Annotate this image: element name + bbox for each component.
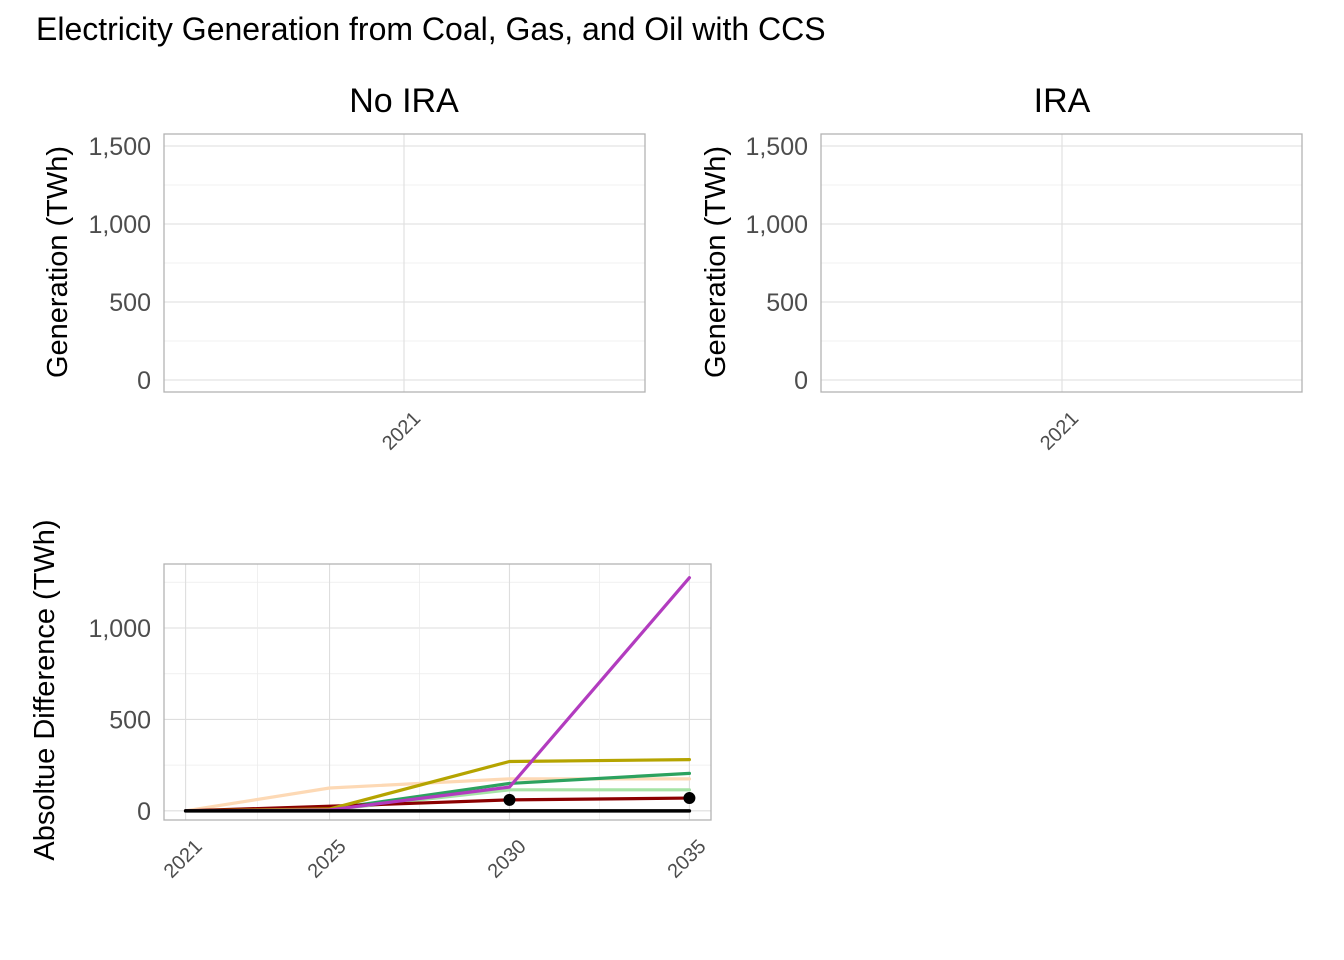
tick-labels-difference: 0 500 1,000 2021 2025 2030 2035: [88, 615, 710, 883]
gridlines-no-ira: [164, 134, 645, 392]
series-point: [503, 793, 516, 806]
series-point: [683, 792, 696, 805]
x-tick-label: 2030: [484, 836, 531, 883]
y-tick-label: 500: [109, 289, 151, 317]
y-tick-label: 1,000: [88, 211, 151, 239]
panel-difference: Absoltue Difference (TWh) 0 500 1,000 2021 2…: [29, 519, 712, 883]
tick-labels-no-ira: 0 500 1,000 1,500 2021: [88, 133, 425, 455]
y-tick-label: 0: [137, 798, 151, 826]
y-tick-label: 1,500: [88, 133, 151, 161]
y-tick-label: 1,500: [745, 133, 808, 161]
y-tick-label: 500: [766, 289, 808, 317]
panel-border-ira: [820, 133, 1303, 393]
figure-title: Electricity Generation from Coal, Gas, a…: [36, 11, 826, 47]
y-tick-label: 1,000: [88, 615, 151, 643]
y-axis-label-ira: Generation (TWh): [700, 146, 732, 378]
y-tick-label: 0: [137, 367, 151, 395]
tick-labels-ira: 0 500 1,000 1,500 2021: [745, 133, 1083, 455]
series-difference: [183, 576, 696, 813]
series-line: [183, 576, 692, 813]
x-tick-label: 2025: [304, 836, 351, 883]
y-axis-label-difference: Absoltue Difference (TWh): [29, 519, 61, 860]
y-tick-label: 500: [109, 706, 151, 734]
panel-ira: IRA Generation (TWh) 0 500 1,000 1,500 2021: [700, 82, 1303, 455]
x-tick-label: 2035: [664, 836, 711, 883]
x-tick-label: 2021: [160, 836, 207, 883]
panel-no-ira: No IRA Generation (TWh) 0 500 1,000 1,500 20…: [42, 82, 646, 455]
y-tick-label: 1,000: [745, 211, 808, 239]
x-tick-label: 2021: [378, 408, 425, 455]
panel-title-no-ira: No IRA: [349, 82, 459, 120]
panel-title-ira: IRA: [1034, 82, 1091, 120]
x-tick-label: 2021: [1036, 408, 1083, 455]
panel-border-no-ira: [163, 133, 646, 393]
y-tick-label: 0: [794, 367, 808, 395]
gridlines-ira: [821, 134, 1302, 392]
y-axis-label-no-ira: Generation (TWh): [42, 146, 74, 378]
panel-border-difference: [163, 563, 712, 821]
